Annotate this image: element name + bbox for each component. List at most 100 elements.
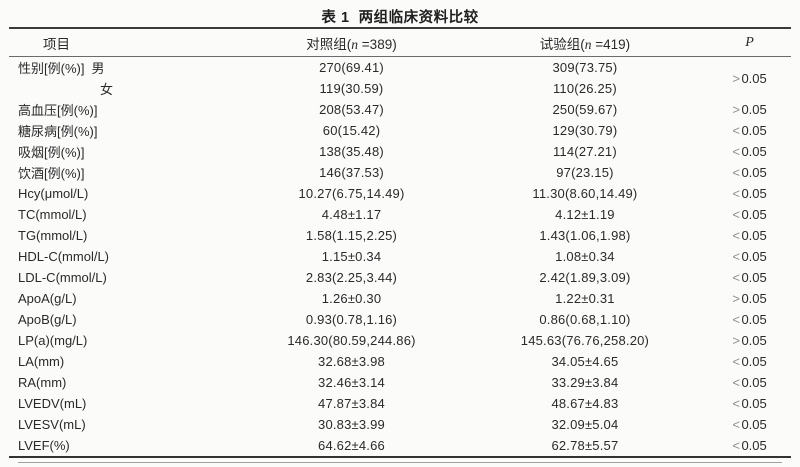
row-label-text: ApoB(g/L) (18, 312, 77, 327)
trial-value: 1.43(1.06,1.98) (539, 228, 631, 243)
row-label-cell: ApoB(g/L) (9, 309, 241, 330)
p-value: >0.05 (708, 99, 791, 120)
trial-value: 1.08±0.34 (555, 249, 615, 264)
comparison-operator: < (732, 249, 741, 264)
table-row-hypertension: 高血压[例(%)] 208(53.47) 250(59.67) >0.05 (9, 99, 791, 120)
row-label-text: Hcy(μmol/L) (18, 186, 89, 201)
row-label-cell: LP(a)(mg/L) (9, 330, 241, 351)
row-label-text: TG(mmol/L) (18, 228, 88, 243)
p-value: <0.05 (708, 414, 791, 435)
p-value: <0.05 (708, 183, 791, 204)
col-header-control: 对照组(n =389) (241, 28, 462, 57)
control-value: 30.83±3.99 (318, 417, 385, 432)
trial-value: 48.67±4.83 (551, 396, 619, 411)
table-row-apoa: ApoA(g/L) 1.26±0.30 1.22±0.31 >0.05 (9, 288, 791, 309)
p-value: <0.05 (708, 393, 791, 414)
p-number: 0.05 (741, 417, 767, 432)
row-label-text: ApoA(g/L) (18, 291, 77, 306)
comparison-operator: < (732, 312, 741, 327)
row-label-cell: ApoA(g/L) (9, 288, 241, 309)
p-value: <0.05 (708, 162, 791, 183)
comparison-operator: < (732, 186, 741, 201)
control-value: 60(15.42) (322, 123, 381, 138)
control-value: 10.27(6.75,14.49) (298, 186, 405, 201)
row-label-text: 糖尿病[例(%)] (18, 124, 98, 139)
table-row-sex-male: 性别[例(%)] 男 270(69.41) 309(73.75) >0.05 (9, 57, 791, 86)
control-value: 146(37.53) (319, 165, 384, 180)
control-header-prefix: 对照组( (306, 36, 352, 52)
trial-value: 250(59.67) (552, 102, 618, 117)
row-label-text: TC(mmol/L) (18, 207, 87, 222)
trial-value: 97(23.15) (556, 165, 614, 180)
clinical-data-table: 项目 对照组(n =389) 试验组(n =419) P 性别[例(%)] 男 2… (9, 27, 791, 458)
comparison-operator: < (732, 438, 741, 453)
row-label-text: HDL-C(mmol/L) (18, 249, 109, 264)
comparison-operator: > (732, 102, 741, 117)
control-value: 270(69.41) (319, 60, 384, 75)
row-label-text: LVESV(mL) (18, 417, 86, 432)
control-value: 4.48±1.17 (321, 207, 382, 222)
p-value: <0.05 (708, 204, 791, 225)
trial-header-prefix: 试验组( (539, 36, 585, 52)
trial-value: 0.86(0.68,1.10) (539, 312, 631, 327)
row-label-cell: LVESV(mL) (9, 414, 241, 435)
row-label-cell: LVEDV(mL) (9, 393, 241, 414)
row-label-text: 高血压[例(%)] (18, 103, 98, 118)
table-row-drinking: 饮酒[例(%)] 146(37.53) 97(23.15) <0.05 (9, 162, 791, 183)
p-number: 0.05 (741, 438, 767, 453)
p-value: <0.05 (708, 141, 791, 162)
control-value: 64.62±4.66 (318, 438, 385, 453)
p-value: <0.05 (708, 120, 791, 141)
p-value: <0.05 (708, 372, 791, 393)
col-header-trial: 试验组(n =419) (461, 28, 709, 57)
p-number: 0.05 (741, 70, 767, 86)
trial-value: 1.22±0.31 (555, 291, 615, 306)
comparison-operator: < (732, 228, 741, 243)
row-label-cell: LVEF(%) (9, 435, 241, 457)
table-row-hdlc: HDL-C(mmol/L) 1.15±0.34 1.08±0.34 <0.05 (9, 246, 791, 267)
trial-value: 114(27.21) (552, 144, 617, 159)
row-label-text: LP(a)(mg/L) (18, 333, 88, 348)
p-number: 0.05 (741, 270, 767, 285)
p-value: <0.05 (708, 435, 791, 457)
trial-value: 11.30(8.60,14.49) (532, 186, 638, 201)
table-row-hcy: Hcy(μmol/L) 10.27(6.75,14.49) 11.30(8.60… (9, 183, 791, 204)
trial-value: 110(26.25) (552, 81, 617, 96)
control-value: 47.87±3.84 (318, 396, 385, 411)
p-number: 0.05 (741, 102, 767, 117)
row-label-cell: HDL-C(mmol/L) (9, 246, 241, 267)
n-variable: n (351, 36, 359, 52)
p-number: 0.05 (741, 123, 767, 138)
trial-value: 32.09±5.04 (551, 417, 619, 432)
comparison-operator: < (732, 375, 741, 390)
col-header-item: 项目 (9, 28, 242, 57)
row-label-text: LVEF(%) (18, 438, 70, 453)
n-variable: n (584, 36, 592, 52)
row-label-cell: 饮酒[例(%)] (9, 162, 241, 183)
p-number: 0.05 (741, 165, 767, 180)
trial-value: 309(73.75) (552, 60, 618, 75)
row-label-cell: LDL-C(mmol/L) (9, 267, 241, 288)
comparison-operator: < (732, 417, 741, 432)
p-number: 0.05 (741, 291, 767, 306)
control-value: 1.15±0.34 (321, 249, 382, 264)
row-label-text: LVEDV(mL) (18, 396, 87, 411)
comparison-operator: > (732, 70, 741, 86)
table-row-lvedv: LVEDV(mL) 47.87±3.84 48.67±4.83 <0.05 (9, 393, 791, 414)
p-value: <0.05 (708, 267, 791, 288)
p-number: 0.05 (741, 375, 767, 390)
table-row-diabetes: 糖尿病[例(%)] 60(15.42) 129(30.79) <0.05 (9, 120, 791, 141)
row-label-cell: TC(mmol/L) (9, 204, 241, 225)
sub-label-male: 男 (91, 61, 105, 76)
control-value: 146.30(80.59,244.86) (287, 333, 416, 348)
comparison-operator: < (732, 270, 741, 285)
p-value: >0.05 (708, 57, 791, 100)
row-label-cell: 吸烟[例(%)] (9, 141, 241, 162)
trial-value: 145.63(76.76,258.20) (520, 333, 650, 348)
trial-header-suffix: =419) (591, 36, 631, 52)
control-value: 2.83(2.25,3.44) (305, 270, 398, 285)
control-value: 1.58(1.15,2.25) (305, 228, 398, 243)
p-number: 0.05 (741, 396, 767, 411)
row-label-cell: RA(mm) (9, 372, 241, 393)
